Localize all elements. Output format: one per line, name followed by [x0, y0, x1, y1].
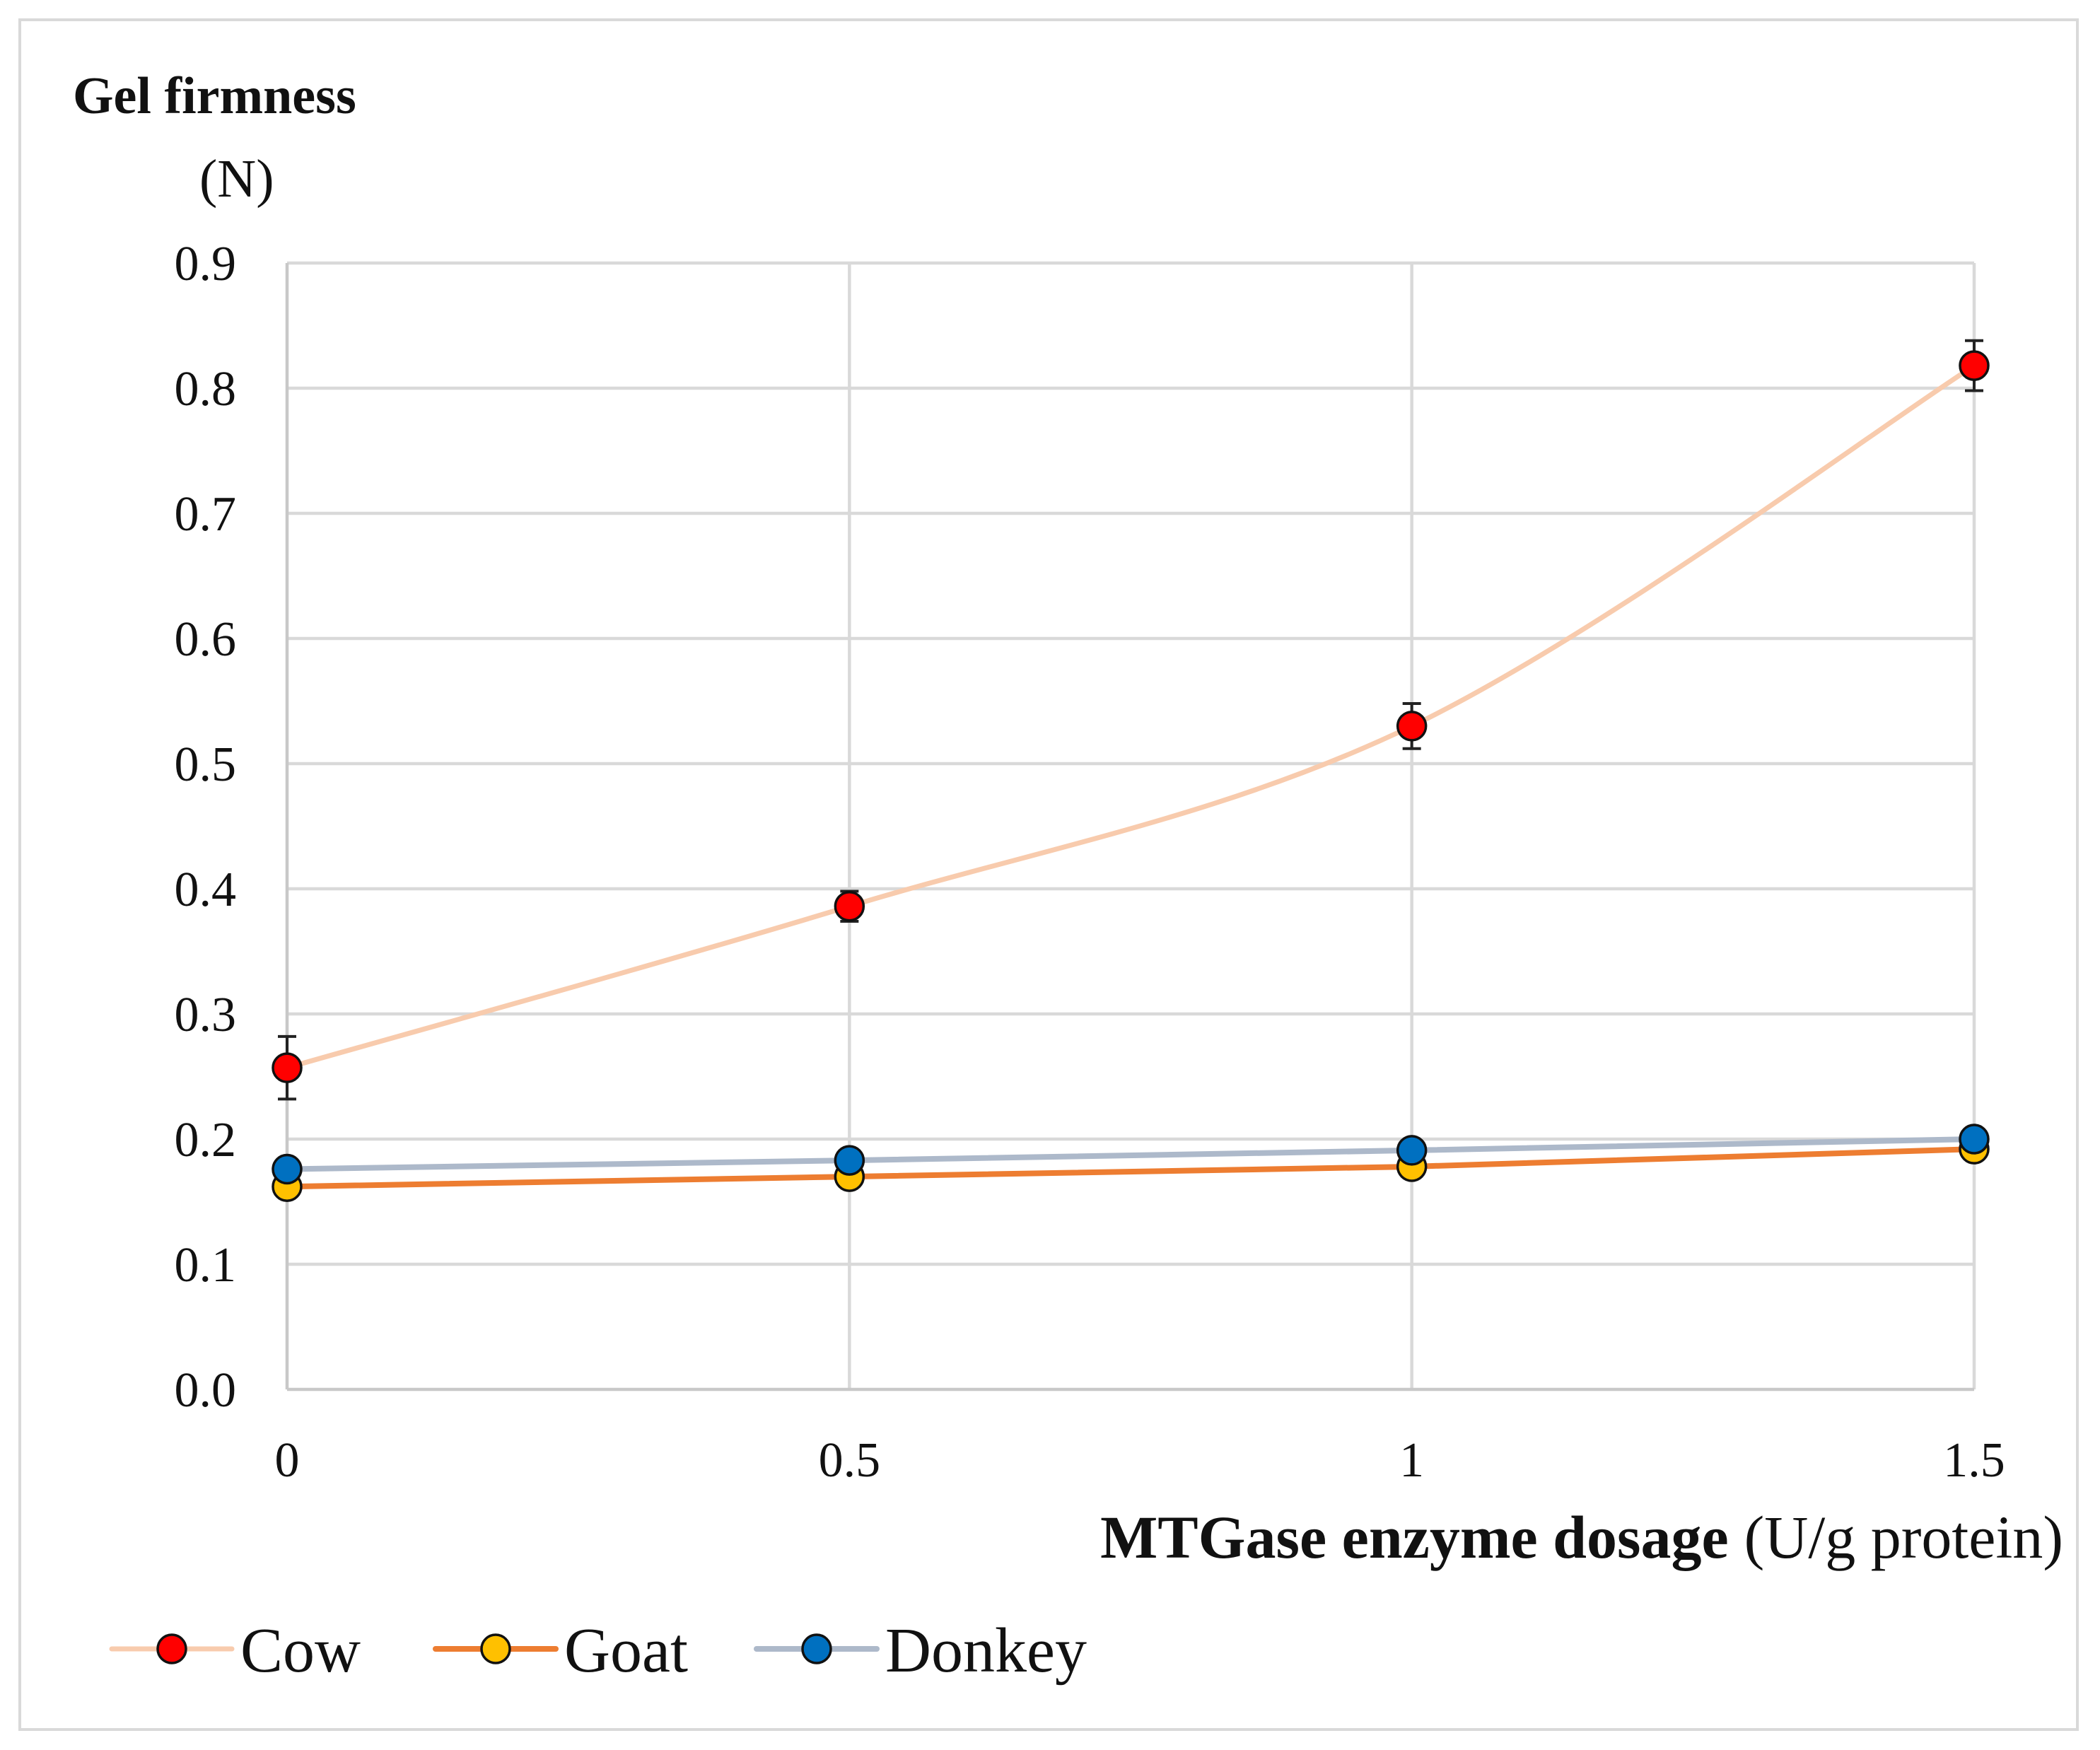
donkey-data-point: [272, 1153, 303, 1185]
y-axis-unit: (N): [199, 149, 274, 209]
cow-data-point: [272, 1052, 303, 1083]
y-tick-label: 0.8: [175, 362, 237, 416]
donkey-legend-marker: [801, 1633, 832, 1664]
x-tick-label: 1.5: [1943, 1433, 2005, 1488]
cow-legend-marker: [156, 1633, 187, 1664]
y-tick-label: 0.3: [175, 988, 237, 1042]
cow-legend-label: Cow: [240, 1616, 361, 1686]
cow-data-point: [1959, 350, 1990, 381]
goat-series-line: [284, 1146, 1977, 1190]
x-axis-title: MTGase enzyme dosage (U/g protein): [1100, 1503, 2063, 1571]
cow-data-point: [834, 891, 865, 922]
y-tick-labels: 0.0 0.1 0.2 0.3 0.4 0.5 0.6 0.7 0.8 0.9: [175, 237, 237, 1418]
y-tick-label: 0.1: [175, 1238, 237, 1293]
y-tick-label: 0.6: [175, 612, 237, 667]
grid-layer: [287, 261, 1976, 1389]
series-layer: [272, 339, 1990, 1203]
y-tick-label: 0.0: [175, 1363, 237, 1418]
y-tick-label: 0.5: [175, 737, 237, 792]
y-axis-title: Gel firmness: [73, 67, 356, 125]
donkey-series-line: [284, 1136, 1977, 1172]
x-tick-label: 1: [1399, 1433, 1424, 1488]
donkey-data-point: [1959, 1124, 1990, 1155]
y-tick-label: 0.2: [175, 1113, 237, 1167]
x-axis-title-unit: (U/g protein): [1744, 1503, 2063, 1571]
x-axis-title-main: MTGase enzyme dosage: [1100, 1503, 1729, 1571]
chart-frame: [18, 18, 2079, 1731]
x-tick-labels: 0 0.5 1 1.5: [275, 1433, 2005, 1488]
y-tick-label: 0.9: [175, 237, 237, 291]
cow-data-point: [1396, 711, 1428, 742]
donkey-data-point: [834, 1145, 865, 1176]
goat-legend-marker: [480, 1633, 511, 1664]
donkey-legend-label: Donkey: [885, 1616, 1087, 1686]
x-tick-label: 0: [275, 1433, 300, 1488]
goat-legend-label: Goat: [564, 1616, 688, 1686]
y-tick-label: 0.7: [175, 487, 237, 542]
legend: Cow Goat Donkey: [109, 1616, 1087, 1686]
x-tick-label: 0.5: [819, 1433, 881, 1488]
cow-series-line: [284, 363, 1977, 1071]
y-tick-label: 0.4: [175, 863, 237, 917]
donkey-data-point: [1396, 1135, 1428, 1166]
